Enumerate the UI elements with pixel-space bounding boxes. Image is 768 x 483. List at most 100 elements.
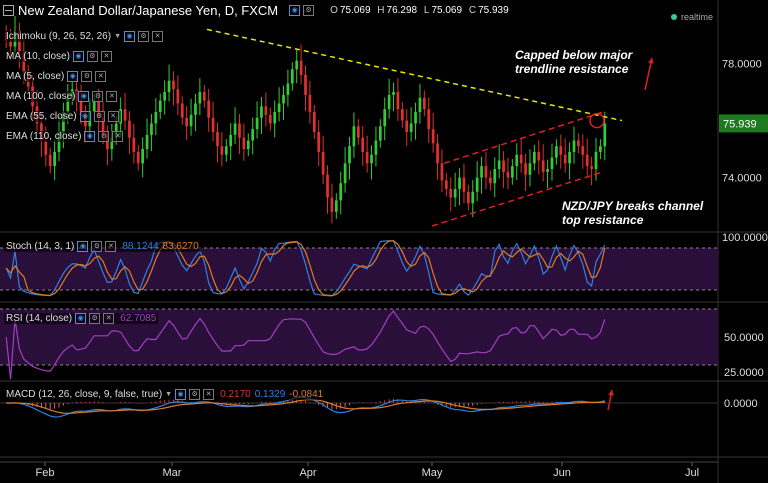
realtime-label: realtime: [680, 12, 713, 22]
last-price-badge: [719, 114, 768, 133]
indicator-ma5[interactable]: MA (5, close) ◉ ⚙ ✕: [4, 71, 109, 82]
indicator-ema55-label: EMA (55, close): [6, 111, 77, 122]
settings-icon[interactable]: ⚙: [91, 241, 103, 252]
close-icon[interactable]: ✕: [103, 313, 115, 324]
candle-body: [326, 174, 329, 198]
candle-body: [255, 117, 259, 130]
candle-body: [471, 191, 475, 204]
close-icon[interactable]: ✕: [112, 131, 124, 142]
candle-body: [462, 177, 466, 192]
macd-signal-value: -0.0841: [289, 389, 324, 400]
candle-body: [242, 137, 246, 150]
candle-body: [290, 69, 294, 84]
candle-body: [330, 197, 334, 212]
candle-body: [581, 146, 585, 155]
settings-icon[interactable]: ⚙: [138, 31, 149, 42]
candle-body: [488, 177, 492, 184]
eye-icon[interactable]: ◉: [77, 241, 89, 252]
candle-body: [145, 134, 149, 150]
candle-body: [101, 117, 105, 135]
stoch-k-line: [5, 240, 606, 297]
settings-icon[interactable]: ⚙: [93, 111, 105, 122]
close-icon[interactable]: ✕: [100, 51, 112, 62]
candle-body: [427, 109, 431, 130]
symbol-title[interactable]: New Zealand Dollar/Japanese Yen, D, FXCM: [18, 2, 279, 18]
settings-icon[interactable]: ⚙: [98, 131, 110, 142]
candle-body: [128, 120, 131, 138]
eye-icon[interactable]: ◉: [124, 31, 135, 42]
candle-body: [480, 166, 483, 178]
close-icon[interactable]: ✕: [152, 31, 163, 42]
indicator-ma10[interactable]: MA (10, close) ◉ ⚙ ✕: [4, 51, 114, 62]
header-settings-icons: ◉ ⚙: [284, 4, 316, 16]
candle-body: [506, 171, 510, 178]
close-icon[interactable]: ✕: [107, 111, 119, 122]
eye-icon[interactable]: ◉: [84, 131, 96, 142]
settings-icon[interactable]: ⚙: [303, 4, 315, 16]
candle-body: [114, 123, 118, 138]
candle-body: [414, 112, 417, 124]
open-label: O: [330, 4, 338, 16]
indicator-ema55[interactable]: EMA (55, close) ◉ ⚙ ✕: [4, 111, 121, 122]
eye-icon[interactable]: ◉: [289, 4, 301, 16]
eye-icon[interactable]: ◉: [78, 91, 90, 102]
settings-icon[interactable]: ⚙: [81, 71, 93, 82]
indicator-ma10-label: MA (10, close): [6, 51, 70, 62]
close-icon[interactable]: ✕: [95, 71, 107, 82]
candle-body: [577, 140, 580, 147]
high-value: 76.298: [386, 4, 418, 16]
close-icon[interactable]: ✕: [106, 91, 118, 102]
candle-body: [572, 140, 576, 152]
candle-body: [339, 183, 343, 201]
candle-body: [123, 109, 127, 121]
candle-body: [233, 123, 237, 135]
candle-body: [202, 92, 206, 101]
settings-icon[interactable]: ⚙: [92, 91, 104, 102]
resistance-annotation-line2: trendline resistance: [515, 62, 629, 76]
indicator-stoch[interactable]: Stoch (14, 3, 1) ◉ ⚙ ✕ 88.1244 83.6270: [4, 241, 201, 252]
indicator-ichimoku[interactable]: Ichimoku (9, 26, 52, 26) ▼ ◉ ⚙ ✕: [4, 31, 165, 42]
candle-body: [387, 94, 391, 110]
settings-icon[interactable]: ⚙: [189, 389, 201, 400]
close-icon[interactable]: ✕: [203, 389, 215, 400]
breakout-annotation: NZD/JPY breaks channel top resistance: [562, 199, 703, 227]
candle-body: [22, 52, 26, 73]
candle-body: [599, 146, 602, 152]
ohlc-readout: O 75.069 H 76.298 L 75.069 C 75.939: [330, 5, 513, 16]
stoch-d-value: 83.6270: [162, 241, 199, 252]
candle-body: [185, 117, 189, 127]
chevron-down-icon[interactable]: ▼: [165, 391, 173, 398]
candle-body: [92, 100, 96, 113]
indicator-rsi[interactable]: RSI (14, close) ◉ ⚙ ✕ 62.7085: [4, 313, 159, 324]
rsi-tick-label: 50.0000: [724, 332, 764, 344]
close-icon[interactable]: ✕: [105, 241, 117, 252]
indicator-macd[interactable]: MACD (12, 26, close, 9, false, true) ▼ ◉ ⚙ ✕…: [4, 389, 326, 400]
candle-body: [440, 163, 444, 181]
eye-icon[interactable]: ◉: [79, 111, 91, 122]
candle-body: [260, 106, 263, 118]
indicator-ema110[interactable]: EMA (110, close) ◉ ⚙ ✕: [4, 131, 126, 142]
candle-body: [409, 123, 413, 132]
indicator-ma100[interactable]: MA (100, close) ◉ ⚙ ✕: [4, 91, 120, 102]
candle-body: [453, 188, 457, 198]
settings-icon[interactable]: ⚙: [89, 313, 101, 324]
eye-icon[interactable]: ◉: [67, 71, 79, 82]
candle-body: [515, 154, 519, 167]
candle-body: [422, 97, 426, 110]
candle-body: [251, 129, 255, 141]
chevron-down-icon[interactable]: ▼: [114, 33, 121, 40]
candle-body: [405, 120, 409, 132]
candle-body: [163, 92, 167, 101]
macd-hist-value: 0.2170: [220, 389, 251, 400]
candle-body: [361, 137, 365, 152]
collapse-icon[interactable]: [3, 4, 14, 16]
price-tick-label: 74.0000: [722, 173, 762, 185]
realtime-status: realtime: [670, 12, 713, 22]
settings-icon[interactable]: ⚙: [86, 51, 98, 62]
eye-icon[interactable]: ◉: [75, 313, 87, 324]
candle-body: [458, 177, 461, 189]
eye-icon[interactable]: ◉: [175, 389, 187, 400]
candle-body: [229, 134, 233, 147]
eye-icon[interactable]: ◉: [72, 51, 84, 62]
